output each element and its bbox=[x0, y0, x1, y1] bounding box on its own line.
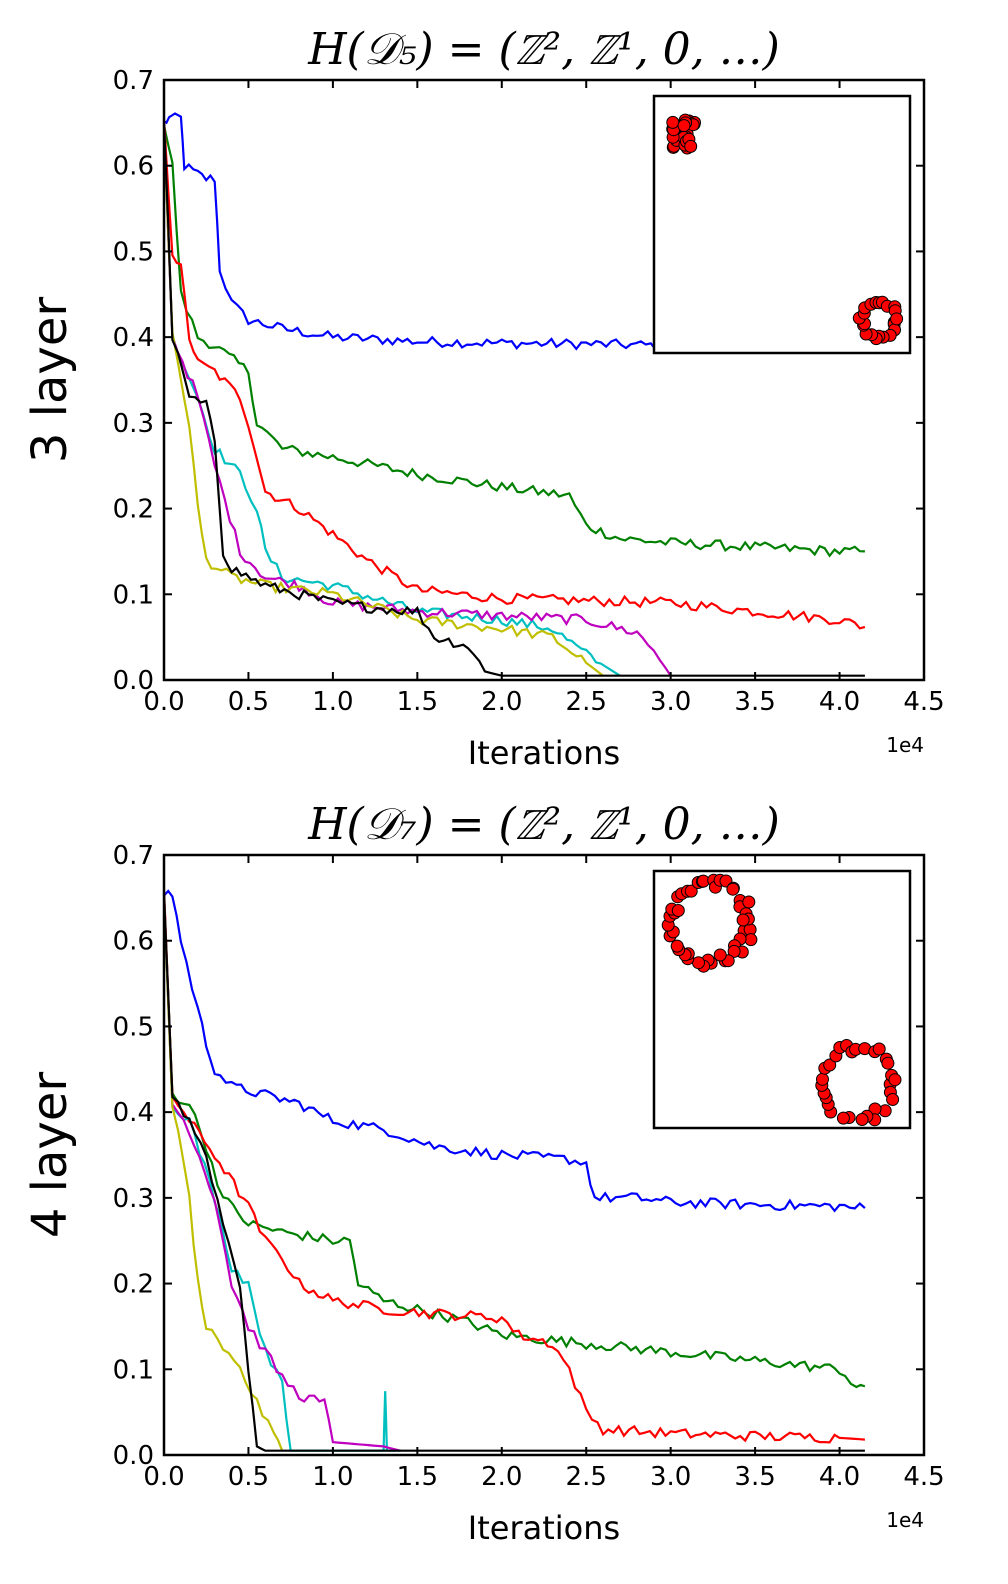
series-line-6 bbox=[162, 125, 604, 677]
series-line-5 bbox=[162, 893, 401, 1452]
y-tick-label: 0.3 bbox=[113, 409, 154, 439]
x-tick-label: 3.0 bbox=[650, 687, 691, 717]
y-axis-label: 3 layer bbox=[22, 297, 78, 463]
inset-point bbox=[744, 933, 758, 947]
inset-point bbox=[692, 956, 705, 970]
inset-point bbox=[670, 939, 684, 953]
y-tick-label: 0.0 bbox=[113, 1441, 154, 1471]
x-tick-label: 4.0 bbox=[819, 687, 860, 717]
y-tick-label: 0.2 bbox=[113, 1270, 154, 1300]
y-tick-label: 0.3 bbox=[113, 1184, 154, 1214]
chart-title: H(𝒟₅) = (ℤ², ℤ¹, 0, …) bbox=[307, 24, 780, 75]
series-line-4 bbox=[162, 122, 621, 677]
inset-point bbox=[881, 1056, 895, 1070]
series-line-1 bbox=[163, 112, 672, 352]
y-tick-label: 0.4 bbox=[113, 323, 154, 353]
inset-point bbox=[677, 119, 691, 133]
inset-point bbox=[671, 904, 685, 917]
y-tick-label: 0.2 bbox=[113, 495, 154, 525]
inset-point bbox=[816, 1072, 829, 1086]
y-tick-label: 0.4 bbox=[113, 1098, 154, 1128]
inset-scatter bbox=[652, 94, 912, 355]
x-tick-label: 3.0 bbox=[650, 1462, 691, 1492]
inset-point bbox=[742, 895, 756, 909]
x-tick-label: 4.0 bbox=[819, 1462, 860, 1492]
x-offset-label: 1e4 bbox=[886, 1508, 924, 1532]
series-line-3 bbox=[162, 118, 866, 630]
series-line-6 bbox=[162, 894, 284, 1452]
inset-point bbox=[726, 882, 740, 896]
x-tick-label: 0.5 bbox=[228, 1462, 269, 1492]
axes-frame bbox=[162, 78, 926, 682]
y-tick-label: 0.0 bbox=[113, 666, 154, 696]
y-tick-label: 0.6 bbox=[113, 927, 154, 957]
x-tick-label: 2.5 bbox=[566, 687, 607, 717]
series-line-4 bbox=[162, 897, 401, 1452]
y-tick-label: 0.5 bbox=[113, 237, 154, 267]
x-axis-label: Iterations bbox=[468, 734, 620, 772]
inset-point bbox=[855, 1113, 869, 1126]
y-tick-label: 0.1 bbox=[113, 1355, 154, 1385]
x-tick-label: 1.0 bbox=[312, 1462, 353, 1492]
x-tick-label: 4.5 bbox=[903, 687, 944, 717]
inset-point bbox=[684, 139, 698, 153]
x-axis-label: Iterations bbox=[468, 1509, 620, 1547]
y-tick-label: 0.7 bbox=[113, 66, 154, 96]
x-tick-label: 1.5 bbox=[397, 687, 438, 717]
inset-point bbox=[886, 1093, 900, 1106]
x-offset-label: 1e4 bbox=[886, 733, 924, 757]
series-line-7 bbox=[162, 893, 865, 1452]
chart-title: H(𝒟₇) = (ℤ², ℤ¹, 0, …) bbox=[307, 799, 780, 850]
series-line-1 bbox=[163, 889, 866, 1213]
chart-panel-2: 0.0 0.5 1.0 1.5 2.0 2.5 3.0 3.5 4.0 4.5 0.0 0.1 0.2 0… bbox=[22, 799, 945, 1547]
series-line-3 bbox=[162, 888, 865, 1444]
y-tick-label: 0.6 bbox=[113, 152, 154, 182]
inset-frame bbox=[652, 869, 912, 1130]
x-tick-label: 0.0 bbox=[143, 1462, 184, 1492]
y-tick-label: 0.7 bbox=[113, 841, 154, 871]
x-tick-label: 2.0 bbox=[481, 687, 522, 717]
x-tick-label: 2.5 bbox=[566, 1462, 607, 1492]
x-tick-label: 0.0 bbox=[143, 687, 184, 717]
inset-point bbox=[684, 884, 698, 898]
series-line-7 bbox=[162, 122, 865, 677]
inset-scatter bbox=[652, 869, 912, 1130]
inset-point bbox=[836, 1111, 850, 1125]
inset-point bbox=[727, 944, 741, 958]
x-tick-label: 1.5 bbox=[397, 1462, 438, 1492]
y-tick-label: 0.1 bbox=[113, 580, 154, 610]
y-tick-label: 0.5 bbox=[113, 1012, 154, 1042]
inset-point bbox=[823, 1058, 837, 1072]
x-tick-label: 4.5 bbox=[903, 1462, 944, 1492]
inset-point bbox=[872, 1042, 886, 1056]
x-tick-label: 3.5 bbox=[734, 687, 775, 717]
series-line-2 bbox=[162, 125, 865, 558]
inset-point bbox=[713, 948, 727, 962]
axes-frame bbox=[162, 853, 926, 1457]
inset-point bbox=[890, 312, 904, 326]
chart-panel-1: 0.0 0.5 1.0 1.5 2.0 2.5 3.0 3.5 4.0 4.5 0.0 0.1 0.2 0… bbox=[22, 24, 945, 772]
inset-point bbox=[736, 913, 750, 927]
x-tick-label: 2.0 bbox=[481, 1462, 522, 1492]
y-axis-label: 4 layer bbox=[22, 1072, 78, 1238]
x-tick-label: 1.0 bbox=[312, 687, 353, 717]
inset-point bbox=[888, 1073, 902, 1087]
x-tick-label: 0.5 bbox=[228, 687, 269, 717]
x-tick-label: 3.5 bbox=[734, 1462, 775, 1492]
inset-point bbox=[666, 115, 680, 129]
series-line-2 bbox=[162, 892, 866, 1389]
